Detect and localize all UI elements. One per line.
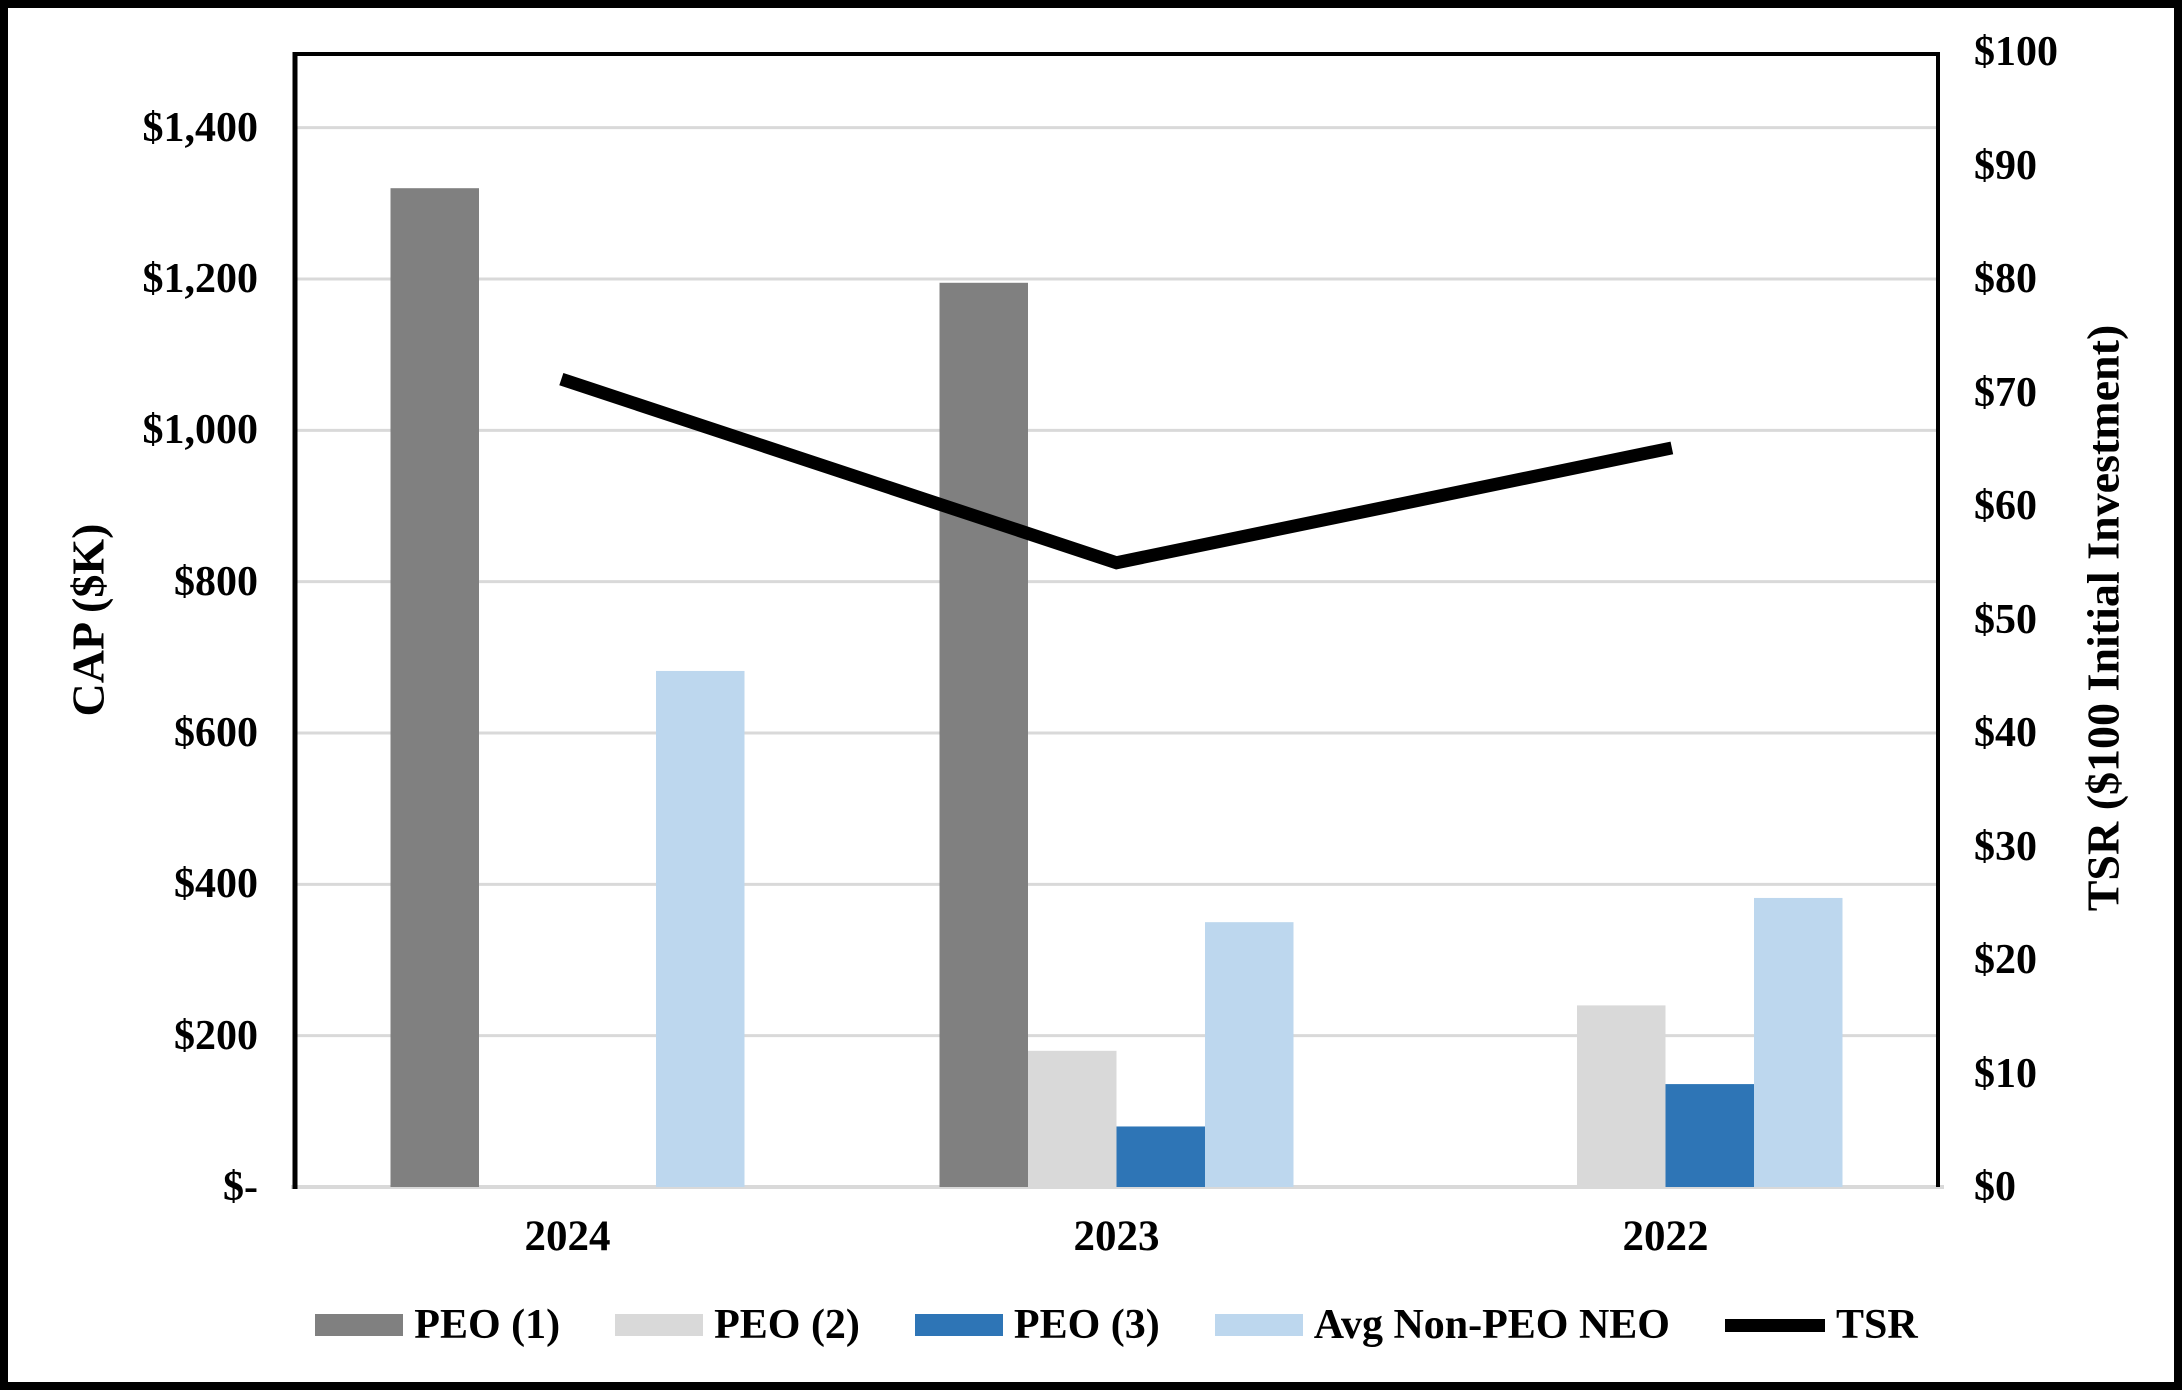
bar-avg-non-peo-neo-2024 [656, 670, 745, 1187]
legend-color-swatch [315, 1314, 404, 1336]
category-label-2022: 2022 [1622, 1213, 1709, 1260]
legend-item-avg-non-peo-neo: Avg Non-PEO NEO [1214, 1299, 1670, 1351]
bar-peo-3--2023 [1116, 1126, 1205, 1187]
left-tick-label: $800 [174, 558, 258, 605]
line-tsr [559, 372, 1674, 570]
legend-color-swatch [1214, 1314, 1303, 1336]
right-tick-label: $70 [1974, 369, 2037, 416]
right-tick-label: $20 [1974, 937, 2037, 983]
legend-line-swatch [1724, 1318, 1825, 1332]
legend-label: Avg Non-PEO NEO [1313, 1302, 1670, 1348]
right-tick-label: $60 [1974, 483, 2037, 529]
right-tick-label: $0 [1974, 1164, 2016, 1210]
bar-peo-1--2024 [390, 188, 479, 1187]
right-tick-label: $90 [1974, 142, 2037, 189]
legend-label: PEO (2) [714, 1302, 860, 1348]
category-label-2023: 2023 [1073, 1213, 1160, 1260]
bar-peo-2--2023 [1028, 1050, 1117, 1187]
legend-color-swatch [914, 1314, 1003, 1336]
bar-avg-non-peo-neo-2022 [1754, 897, 1843, 1187]
left-tick-label: $1,000 [142, 407, 259, 454]
legend-label: PEO (1) [414, 1302, 561, 1348]
bar-peo-1--2023 [939, 282, 1028, 1187]
bar-avg-non-peo-neo-2023 [1205, 922, 1294, 1187]
right-tick-label: $80 [1974, 256, 2037, 302]
right-tick-label: $10 [1974, 1050, 2037, 1097]
right-axis-title: TSR ($100 Initial Investment) [2077, 324, 2129, 912]
right-tick-label: $50 [1974, 596, 2037, 643]
legend-label: PEO (3) [1013, 1302, 1160, 1348]
left-tick-label: $- [223, 1164, 258, 1210]
bar-peo-3--2022 [1665, 1084, 1754, 1187]
legend-item-peo-3-: PEO (3) [914, 1299, 1160, 1351]
left-tick-label: $1,200 [142, 256, 259, 302]
left-tick-label: $200 [174, 1012, 258, 1059]
legend-item-peo-2-: PEO (2) [615, 1299, 860, 1351]
right-tick-label: $100 [1974, 29, 2058, 75]
right-tick-label: $40 [1974, 710, 2037, 756]
legend-label: TSR [1835, 1302, 1918, 1348]
category-label-2024: 2024 [524, 1213, 611, 1260]
left-axis-title: CAP ($K) [62, 523, 114, 717]
legend-item-tsr: TSR [1724, 1299, 1918, 1351]
left-tick-label: $1,400 [142, 104, 259, 151]
left-tick-label: $400 [174, 861, 258, 908]
chart-legend: PEO (1) PEO (2) PEO (3) Avg Non-PEO NEO TSR [293, 1294, 1940, 1356]
bar-peo-2--2022 [1577, 1005, 1666, 1187]
legend-color-swatch [615, 1314, 704, 1336]
legend-item-peo-1-: PEO (1) [315, 1299, 560, 1351]
right-tick-label: $30 [1974, 823, 2037, 870]
left-tick-label: $600 [174, 710, 258, 756]
